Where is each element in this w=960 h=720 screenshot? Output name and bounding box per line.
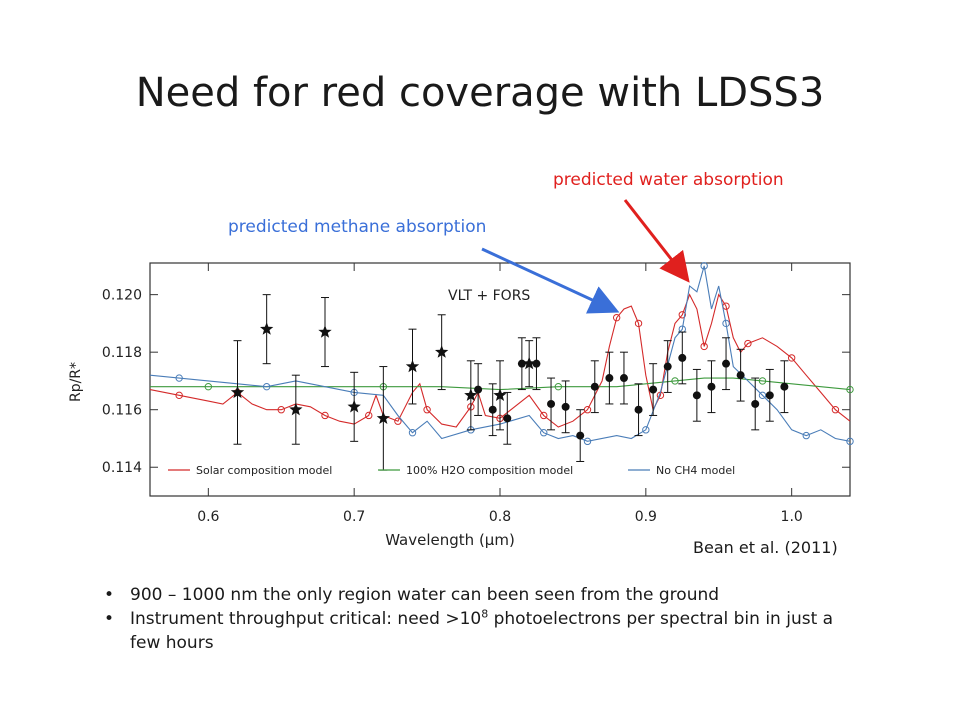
water-arrow xyxy=(623,199,690,283)
model-marker-0-19 xyxy=(423,406,431,414)
data-point-15 xyxy=(692,391,701,400)
data-point-10 xyxy=(619,374,628,383)
model-marker-2-16 xyxy=(540,429,548,437)
data-star-2 xyxy=(289,402,303,416)
data-point-0 xyxy=(474,385,483,394)
model-marker-0-52 xyxy=(744,339,752,348)
bullet-throughput-text: Instrument throughput critical: need >10 xyxy=(130,609,482,629)
data-star-8 xyxy=(464,388,478,401)
model-marker-0-31 xyxy=(583,406,592,414)
data-point-13 xyxy=(663,362,672,371)
data-star-5 xyxy=(376,411,390,424)
model-marker-2-28 xyxy=(700,262,708,270)
legend-label-2: No CH4 model xyxy=(656,464,735,477)
model-marker-1-1 xyxy=(204,382,213,391)
bullet-throughput-text-end: photoelectrons per spectral bin in just … xyxy=(130,609,834,653)
citation: Bean et al. (2011) xyxy=(693,538,838,557)
data-star-10 xyxy=(522,356,536,370)
data-point-21 xyxy=(780,382,789,391)
y-tick-label-1: 0.116 xyxy=(102,403,142,419)
model-marker-2-10 xyxy=(408,429,417,437)
data-point-19 xyxy=(751,399,760,408)
model-marker-1-7 xyxy=(554,382,563,391)
water-absorption-annotation: predicted water absorption xyxy=(553,170,784,190)
data-point-1 xyxy=(488,405,497,414)
y-axis-label: Rp/R* xyxy=(68,362,84,402)
model-marker-0-10 xyxy=(321,411,329,420)
chart-title: VLT + FORS xyxy=(448,288,530,304)
model-marker-0-55 xyxy=(787,354,796,362)
data-point-11 xyxy=(634,405,643,414)
legend-label-0: Solar composition model xyxy=(196,464,332,477)
data-point-6 xyxy=(561,402,570,411)
model-marker-0-16 xyxy=(394,417,402,425)
data-star-0 xyxy=(230,385,245,399)
legend-label-1: 100% H2O composition model xyxy=(406,464,573,477)
model-marker-0-13 xyxy=(365,411,373,420)
model-marker-0-37 xyxy=(634,319,643,328)
model-marker-2-31 xyxy=(722,319,730,328)
data-star-1 xyxy=(260,322,274,335)
data-point-17 xyxy=(722,359,731,368)
x-tick-label-3: 0.9 xyxy=(635,509,657,525)
model-marker-0-46 xyxy=(700,342,708,351)
data-point-4 xyxy=(532,359,541,368)
model-marker-2-19 xyxy=(583,437,592,446)
model-line-2 xyxy=(149,265,851,442)
y-tick-label-2: 0.118 xyxy=(102,345,142,361)
model-marker-1-16 xyxy=(846,385,854,394)
data-point-14 xyxy=(678,353,687,362)
model-line-1 xyxy=(150,377,851,391)
model-marker-0-7 xyxy=(277,406,285,414)
model-marker-2-4 xyxy=(262,382,271,391)
y-tick-label-0: 0.114 xyxy=(102,460,142,476)
bullet-water-region: 900 – 1000 nm the only region water can … xyxy=(100,583,840,607)
x-tick-label-2: 0.8 xyxy=(489,509,511,525)
data-star-3 xyxy=(318,325,332,338)
data-point-8 xyxy=(590,382,599,391)
slide-title: Need for red coverage with LDSS3 xyxy=(135,70,825,116)
methane-arrow xyxy=(481,247,620,314)
methane-absorption-annotation: predicted methane absorption xyxy=(228,217,487,237)
model-marker-2-34 xyxy=(758,391,767,400)
data-star-4 xyxy=(347,399,361,413)
data-point-2 xyxy=(503,414,512,423)
data-point-7 xyxy=(576,431,585,440)
x-axis-label: Wavelength (μm) xyxy=(385,531,515,549)
y-tick-label-3: 0.120 xyxy=(102,288,142,304)
model-marker-0-1 xyxy=(175,391,183,400)
data-star-9 xyxy=(493,388,507,401)
data-point-12 xyxy=(649,385,658,394)
bullet-throughput-exponent: 8 xyxy=(481,607,489,621)
data-star-6 xyxy=(405,359,420,373)
data-star-7 xyxy=(435,345,449,358)
data-point-16 xyxy=(707,382,716,391)
bullet-throughput: Instrument throughput critical: need >10… xyxy=(100,607,840,655)
model-marker-2-40 xyxy=(846,437,854,446)
x-tick-label-4: 1.0 xyxy=(781,509,803,525)
data-point-20 xyxy=(765,391,774,400)
data-point-18 xyxy=(736,371,745,380)
data-point-9 xyxy=(605,374,614,383)
model-marker-0-28 xyxy=(540,411,548,420)
model-marker-2-37 xyxy=(802,431,810,440)
data-point-5 xyxy=(547,399,556,408)
model-marker-0-43 xyxy=(678,311,686,319)
model-marker-2-22 xyxy=(642,426,650,434)
x-tick-label-0: 0.6 xyxy=(197,509,219,525)
bullet-list: 900 – 1000 nm the only region water can … xyxy=(100,583,840,655)
data-point-3 xyxy=(517,359,526,368)
model-marker-2-1 xyxy=(175,374,183,382)
model-marker-1-13 xyxy=(758,377,767,385)
model-marker-0-34 xyxy=(612,313,621,322)
model-marker-1-10 xyxy=(671,377,679,385)
x-tick-label-1: 0.7 xyxy=(343,509,365,525)
model-marker-0-58 xyxy=(831,406,840,414)
